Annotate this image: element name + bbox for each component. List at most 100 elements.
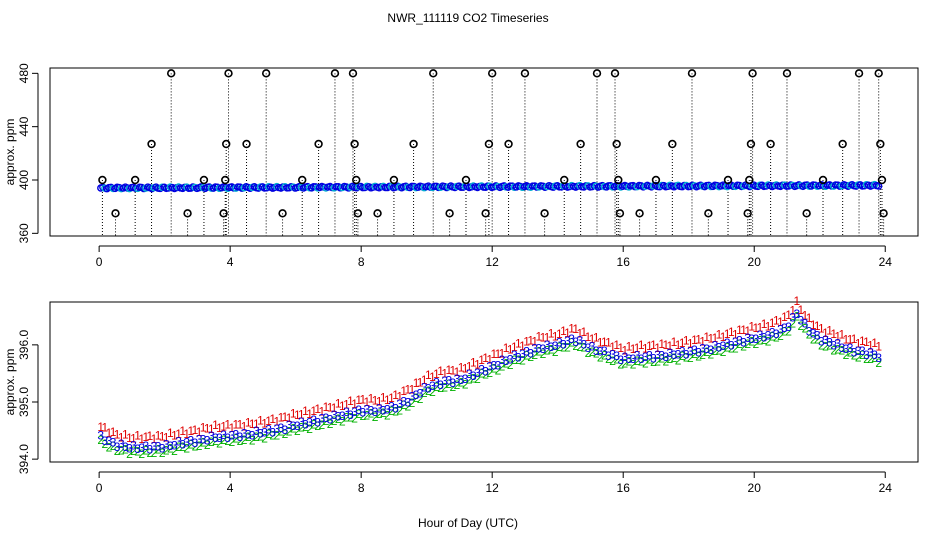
spike-point <box>219 209 228 218</box>
series-3-point: 3 <box>798 313 805 327</box>
series-3-point: 3 <box>421 380 428 394</box>
series-2-point: 2 <box>212 434 219 448</box>
spike-point <box>592 69 602 78</box>
series-2-point: 2 <box>699 348 706 362</box>
baseline-point <box>874 182 883 190</box>
series-2-point: 2 <box>102 437 109 451</box>
x-tick-label: 0 <box>96 255 103 269</box>
series-2-point: 2 <box>364 409 371 423</box>
series-1-point: 1 <box>732 327 739 341</box>
series-1-point: 1 <box>97 420 104 434</box>
series-2-point: 2 <box>744 337 751 351</box>
series-1-point: 1 <box>622 343 629 357</box>
series-2-point: 2 <box>863 352 870 366</box>
series-2-point: 2 <box>753 337 760 351</box>
series-1-point: 1 <box>781 310 788 324</box>
series-2-point: 2 <box>470 372 477 386</box>
series-2-point: 2 <box>290 422 297 436</box>
spike-point <box>745 175 754 185</box>
series-2-point: 2 <box>748 335 755 349</box>
series-2-point: 2 <box>114 444 121 458</box>
series-1-point: 1 <box>703 330 710 344</box>
series-2-point: 2 <box>839 343 846 357</box>
series-2-point: 2 <box>871 351 878 365</box>
series-2-point: 2 <box>507 358 514 372</box>
series-1-point: 1 <box>683 334 690 348</box>
x-tick-label: 0 <box>96 481 103 495</box>
series-3-point: 3 <box>265 423 272 437</box>
series-3-point: 3 <box>163 437 170 451</box>
series-1-point: 1 <box>339 399 346 413</box>
series-2-point: 2 <box>151 446 158 460</box>
series-3-point: 3 <box>503 354 510 368</box>
series-3-point: 3 <box>233 427 240 441</box>
series-1-point: 1 <box>822 326 829 340</box>
series-2-point: 2 <box>671 351 678 365</box>
series-1-point: 1 <box>802 309 809 323</box>
series-3-point: 3 <box>339 409 346 423</box>
series-2-point: 2 <box>802 322 809 336</box>
series-3-point: 3 <box>441 374 448 388</box>
series-3-point: 3 <box>450 376 457 390</box>
series-3-point: 3 <box>142 439 149 453</box>
series-1-point: 1 <box>626 339 633 353</box>
series-3-point: 3 <box>810 326 817 340</box>
series-3-point: 3 <box>843 342 850 356</box>
series-3-point: 3 <box>593 344 600 358</box>
series-3-point: 3 <box>769 325 776 339</box>
series-3-point: 3 <box>380 403 387 417</box>
series-2-point: 2 <box>228 435 235 449</box>
series-2-point: 2 <box>445 377 452 391</box>
series-2-point: 2 <box>343 410 350 424</box>
series-2-point: 2 <box>269 429 276 443</box>
series-1-point: 1 <box>188 424 195 438</box>
series-1-point: 1 <box>200 421 207 435</box>
series-1-point: 1 <box>216 421 223 435</box>
spike-point <box>877 175 887 185</box>
series-3-point: 3 <box>462 372 469 386</box>
series-2-point: 2 <box>544 344 551 358</box>
series-3-point: 3 <box>609 348 616 362</box>
series-1-point: 1 <box>233 417 240 431</box>
spike-point <box>147 139 156 149</box>
x-tick-label: 16 <box>617 481 631 495</box>
series-1-point: 1 <box>617 341 624 355</box>
series-2-point: 2 <box>581 340 588 354</box>
series-2-point: 2 <box>707 348 714 362</box>
series-2-point: 2 <box>298 420 305 434</box>
spike-point <box>348 69 358 78</box>
series-2-point: 2 <box>806 327 813 341</box>
series-1-point: 1 <box>470 355 477 369</box>
series-1-point: 1 <box>462 362 469 376</box>
spike-point <box>330 69 340 78</box>
series-3-point: 3 <box>290 419 297 433</box>
series-2-point: 2 <box>376 407 383 421</box>
series-2-point: 2 <box>331 414 338 428</box>
series-3-point: 3 <box>261 425 268 439</box>
series-2-point: 2 <box>249 433 256 447</box>
series-2-point: 2 <box>679 349 686 363</box>
series-2-point: 2 <box>200 435 207 449</box>
series-2-point: 2 <box>441 380 448 394</box>
series-2-point: 2 <box>319 418 326 432</box>
series-1-point: 1 <box>441 367 448 381</box>
series-2-point: 2 <box>335 412 342 426</box>
series-1-point: 1 <box>331 401 338 415</box>
series-3-point: 3 <box>278 421 285 435</box>
series-1-point: 1 <box>138 432 145 446</box>
series-2-point: 2 <box>703 345 710 359</box>
series-2-point: 2 <box>327 417 334 431</box>
series-3-point: 3 <box>753 332 760 346</box>
series-3-point: 3 <box>294 419 301 433</box>
series-3-point: 3 <box>220 428 227 442</box>
series-3-point: 3 <box>540 342 547 356</box>
series-1-point: 1 <box>257 413 264 427</box>
series-3-point: 3 <box>437 378 444 392</box>
series-3-point: 3 <box>138 441 145 455</box>
series-3-point: 3 <box>122 440 129 454</box>
series-1-point: 1 <box>478 353 485 367</box>
series-3-point: 3 <box>867 345 874 359</box>
series-2-point: 2 <box>523 348 530 362</box>
series-3-point: 3 <box>97 428 104 442</box>
